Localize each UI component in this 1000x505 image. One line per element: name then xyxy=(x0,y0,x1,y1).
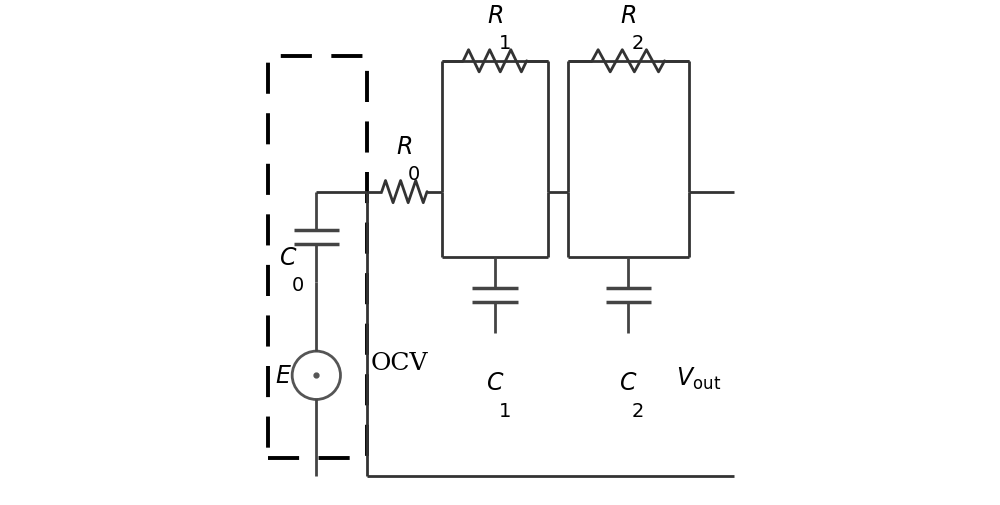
Text: $\mathit{0}$: $\mathit{0}$ xyxy=(407,166,420,184)
Text: $\mathit{2}$: $\mathit{2}$ xyxy=(631,401,644,420)
Text: $\mathit{E}$: $\mathit{E}$ xyxy=(275,364,292,387)
Text: $\mathit{1}$: $\mathit{1}$ xyxy=(498,35,510,53)
Text: $\mathit{C}$: $\mathit{C}$ xyxy=(619,372,638,394)
Text: $\mathit{R}$: $\mathit{R}$ xyxy=(620,5,636,28)
Text: $\mathit{0}$: $\mathit{0}$ xyxy=(291,276,304,294)
Text: $\mathit{1}$: $\mathit{1}$ xyxy=(498,401,510,420)
Text: $\mathit{2}$: $\mathit{2}$ xyxy=(631,35,644,53)
Text: $\mathit{C}$: $\mathit{C}$ xyxy=(279,246,298,269)
Text: $\mathit{R}$: $\mathit{R}$ xyxy=(487,5,503,28)
Text: OCV: OCV xyxy=(371,351,428,375)
Text: $\mathit{C}$: $\mathit{C}$ xyxy=(486,372,504,394)
Text: $\mathit{V}$$_{\mathrm{out}}$: $\mathit{V}$$_{\mathrm{out}}$ xyxy=(676,365,721,391)
Text: $\mathit{R}$: $\mathit{R}$ xyxy=(396,135,412,159)
Bar xyxy=(268,57,367,459)
